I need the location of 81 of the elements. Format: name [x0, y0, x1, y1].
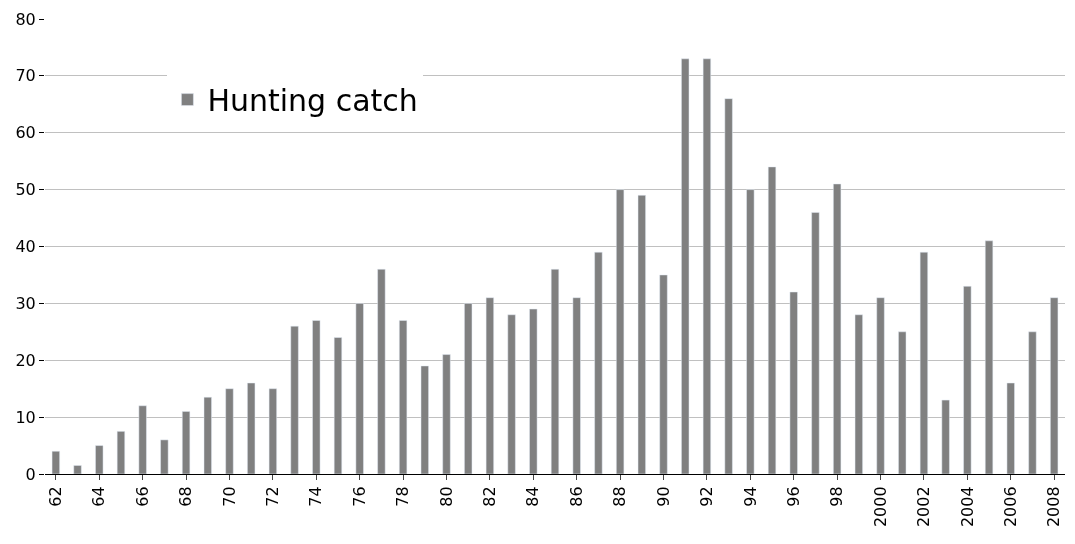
bar: [550, 269, 560, 474]
bar: [160, 439, 169, 474]
x-tick-label: 68: [176, 486, 196, 507]
x-tick-label: 78: [393, 486, 413, 507]
y-tick-label: 20: [15, 350, 36, 370]
y-tick-label: 60: [15, 123, 36, 143]
bar: [746, 189, 755, 474]
bar: [724, 98, 733, 474]
bar: [290, 325, 299, 474]
bar: [876, 297, 885, 474]
bar: [73, 465, 82, 474]
x-tick-label: 72: [263, 486, 283, 507]
x-tick-label: 98: [827, 486, 847, 507]
x-tick-label: 2000: [870, 486, 890, 528]
bar: [420, 365, 429, 474]
x-tick-label: 2004: [957, 486, 977, 528]
bar: [312, 320, 321, 474]
bar: [1006, 382, 1015, 474]
bar: [681, 58, 690, 474]
bar: [1028, 331, 1037, 474]
bar: [116, 431, 126, 474]
bar: [529, 308, 538, 474]
bar: [51, 451, 60, 474]
bar: [898, 331, 907, 474]
bar: [507, 314, 516, 474]
bar: [572, 297, 581, 474]
bar: [355, 303, 364, 474]
bar: [182, 411, 191, 474]
x-tick-label: 86: [566, 486, 586, 507]
bar: [941, 399, 950, 474]
bar: [789, 291, 798, 474]
bar: [702, 58, 711, 474]
x-tick-label: 2002: [914, 486, 934, 528]
x-tick-label: 82: [480, 486, 500, 507]
x-tick-label: 76: [349, 486, 369, 507]
bar: [225, 388, 234, 474]
bar: [637, 195, 646, 474]
bar: [464, 303, 473, 474]
x-tick-label: 74: [306, 486, 326, 507]
bar: [485, 297, 494, 474]
bar: [399, 320, 408, 474]
bar: [659, 274, 668, 474]
bar: [442, 354, 451, 474]
y-tick-label: 70: [15, 66, 36, 86]
x-tick-label: 94: [740, 486, 760, 507]
bar: [203, 396, 212, 474]
x-tick-label: 88: [610, 486, 630, 507]
bar: [833, 183, 842, 474]
y-tick-label: 50: [15, 180, 36, 200]
legend-label: Hunting catch: [207, 83, 418, 119]
x-tick-label: 80: [436, 486, 456, 507]
bar: [767, 166, 777, 474]
x-tick-label: 90: [653, 486, 673, 507]
bar: [377, 269, 386, 474]
bar: [854, 314, 863, 474]
bar: [616, 189, 625, 474]
x-tick-label: 66: [132, 486, 152, 507]
y-tick-label: 40: [15, 237, 36, 257]
x-tick-label: 2006: [1000, 486, 1020, 528]
y-tick-label: 30: [15, 293, 36, 313]
bar: [963, 286, 972, 474]
bar: [95, 445, 104, 474]
bar: [984, 240, 994, 474]
x-tick-label: 92: [697, 486, 717, 507]
bar: [811, 212, 820, 474]
bar: [268, 388, 277, 474]
bar: [138, 405, 147, 474]
x-tick-label: 64: [89, 486, 109, 507]
x-tick-label: 62: [46, 486, 66, 507]
x-tick-label: 70: [219, 486, 239, 507]
bar: [1050, 297, 1059, 474]
bar: [247, 382, 256, 474]
x-tick-label: 84: [523, 486, 543, 507]
bar: [594, 251, 603, 474]
y-tick-label: 80: [15, 9, 36, 29]
x-tick-label: 2008: [1044, 486, 1064, 528]
y-tick-label: 10: [15, 407, 36, 427]
bar: [333, 337, 343, 474]
y-tick-label: 0: [25, 464, 36, 484]
x-tick-label: 96: [783, 486, 803, 507]
bar: [919, 251, 928, 474]
